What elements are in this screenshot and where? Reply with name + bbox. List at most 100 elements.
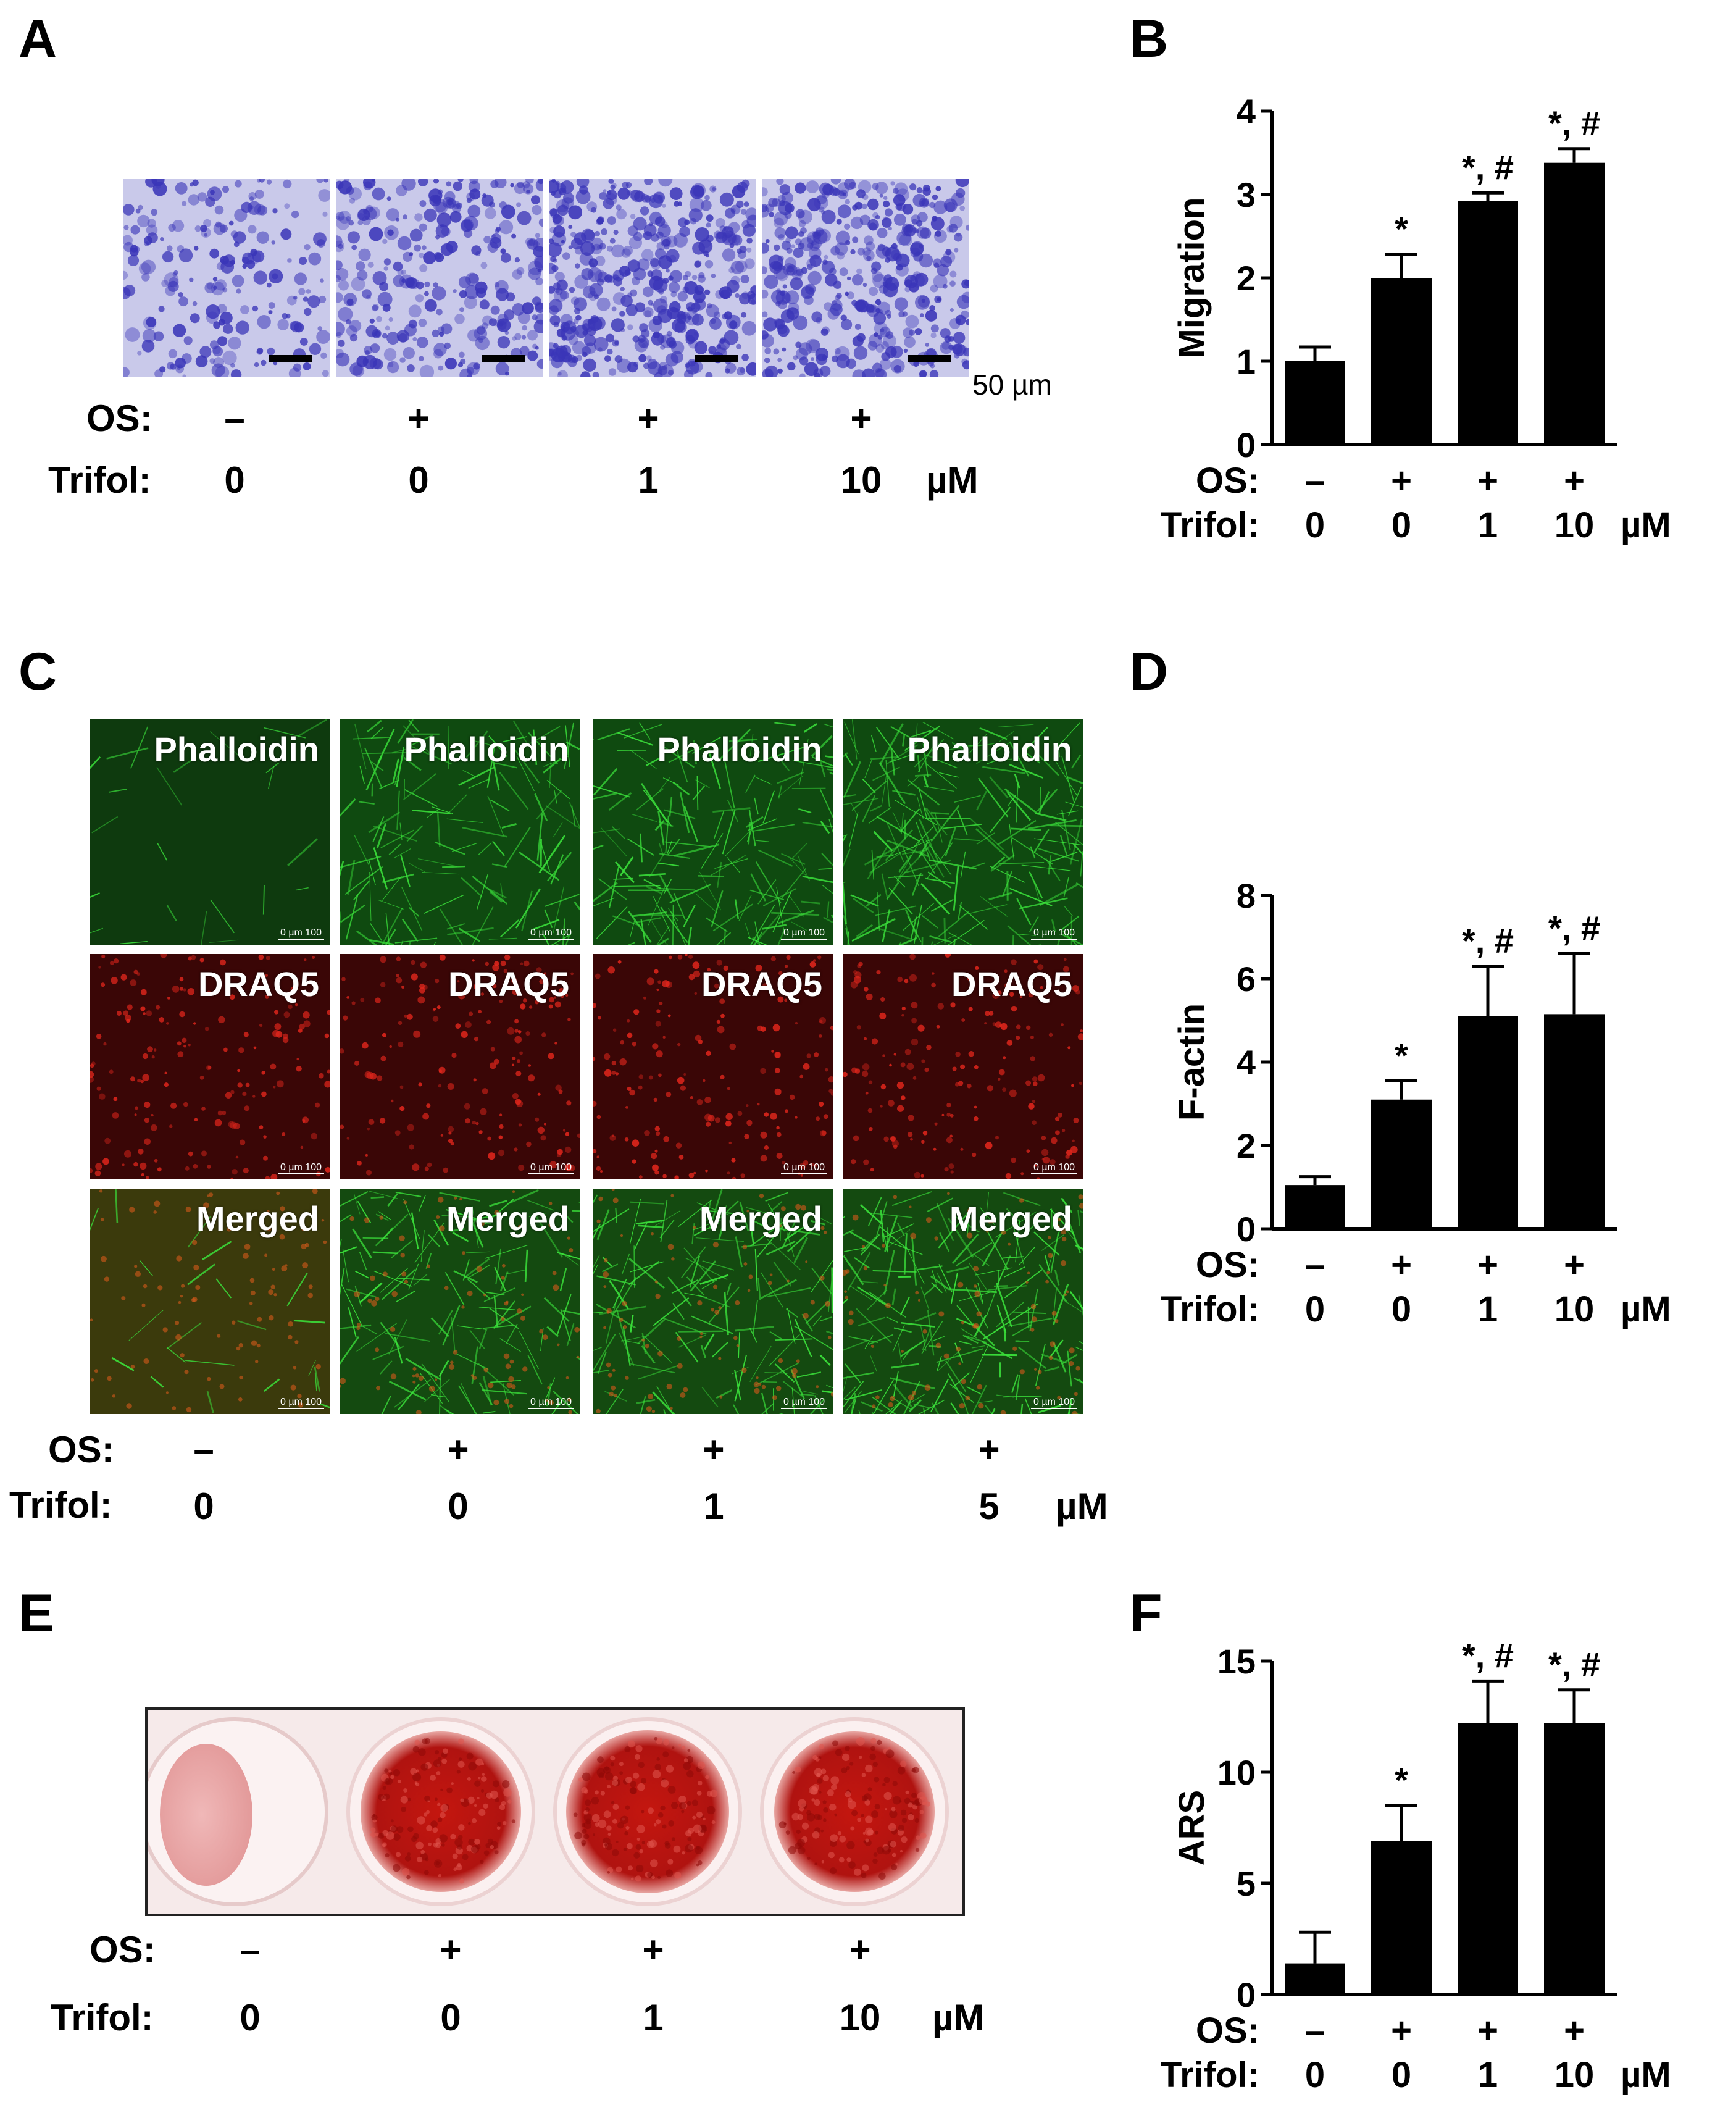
stain-speckle [811,1798,815,1802]
bar [1285,361,1345,445]
stain-speckle [691,1799,698,1806]
os-value: + [1391,2011,1412,2051]
y-tick-label: 3 [1237,175,1256,214]
os-label: OS: [1196,2011,1259,2051]
os-label: OS: [1196,461,1259,501]
stain-speckle [607,1785,611,1789]
stain-speckle [435,1842,441,1848]
stain-speckle [417,1856,423,1862]
stain-speckle [397,1779,401,1784]
stain-speckle [919,1810,924,1814]
stain-speckle [885,1808,887,1811]
stain-speckle [418,1748,426,1756]
stain-speckle [850,1826,855,1831]
stain-speckle [611,1801,615,1804]
fluor-tile-scale: 0 µm 100 [527,1397,574,1409]
stain-speckle [897,1767,906,1775]
trifol-value: 1 [1478,505,1498,545]
panel-a-trifol-3: 1 [638,459,659,501]
stain-speckle [891,1864,898,1870]
stain-speckle [812,1831,820,1839]
stain-speckle [810,1786,818,1795]
fluor-tile-draq5-1: DRAQ5 0 µm 100 [90,954,330,1179]
stain-speckle [681,1810,685,1814]
panel-c-trifol-3: 1 [703,1486,724,1527]
stain-speckle [483,1803,488,1809]
stain-speckle [415,1782,420,1786]
stain-speckle [657,1812,664,1818]
stain-speckle [428,1842,432,1846]
os-value: + [1564,2011,1585,2051]
stain-speckle [450,1833,456,1839]
stain-speckle [430,1820,438,1828]
stain-speckle [474,1780,481,1787]
stain-speckle [407,1852,411,1856]
stain-speckle [902,1818,907,1823]
stain-speckle [403,1788,407,1793]
stain-speckle [682,1851,685,1855]
stain-speckle [629,1787,636,1794]
fluor-tile-label: DRAQ5 [701,965,822,1003]
stain-speckle [791,1812,800,1821]
panel-e-trifol-3: 1 [643,1997,664,2038]
panel-c-os-label: OS: [48,1429,114,1470]
stain-speckle [407,1826,414,1833]
stain-speckle [424,1795,430,1802]
stain-speckle [583,1813,593,1822]
y-tick-label: 0 [1237,1975,1256,2014]
os-value: – [1305,461,1325,501]
stain-speckle [683,1758,688,1763]
os-value: – [1305,1245,1325,1285]
stain-speckle [440,1804,448,1812]
stain-speckle [666,1869,674,1877]
stain-speckle [830,1834,838,1842]
stain-speckle [636,1838,640,1841]
stain-speckle [585,1799,591,1806]
stain-speckle [834,1813,837,1817]
stain-speckle [454,1838,463,1847]
panel-e-os-1: – [240,1929,261,1970]
significance-label: *, # [1548,909,1600,948]
stain-speckle [874,1777,880,1783]
stain-speckle [460,1798,464,1802]
stain-speckle [600,1791,606,1796]
stain-speckle [596,1768,606,1777]
stain-speckle [915,1848,920,1852]
stain-speckle [664,1841,669,1846]
stain-speckle [904,1797,911,1804]
stain-speckle [657,1876,661,1879]
stain-speckle [862,1864,869,1872]
stain-speckle [635,1875,641,1882]
stain-speckle [871,1810,879,1818]
stain-speckle [382,1843,386,1848]
stain-speckle [612,1849,619,1857]
stain-speckle [457,1760,465,1768]
stain-speckle [890,1841,896,1848]
stain-speckle [877,1846,885,1854]
stain-speckle [823,1807,828,1813]
stain-speckle [859,1756,862,1759]
stain-speckle [686,1770,694,1778]
stain-speckle [797,1839,805,1847]
stain-speckle [477,1796,480,1800]
stain-speckle [434,1750,440,1755]
migration-image-3 [549,179,756,377]
trifol-label: Trifol: [1161,505,1259,545]
stain-speckle [872,1762,878,1767]
stain-speckle [617,1822,624,1829]
stain-speckle [437,1817,443,1823]
stain-speckle [370,1827,376,1833]
stain-speckle [841,1767,848,1773]
stain-speckle [416,1769,419,1772]
significance-label: * [1395,1036,1408,1074]
trifol-value: 1 [1478,2055,1498,2095]
bar [1544,1723,1605,1994]
stain-speckle [436,1771,441,1775]
stain-speckle [458,1757,462,1761]
stain-speckle [390,1825,398,1833]
stain-speckle [457,1862,461,1867]
panel-e-unit: µM [932,1997,985,2038]
stain-speckle [592,1833,596,1836]
stain-speckle [620,1815,629,1824]
